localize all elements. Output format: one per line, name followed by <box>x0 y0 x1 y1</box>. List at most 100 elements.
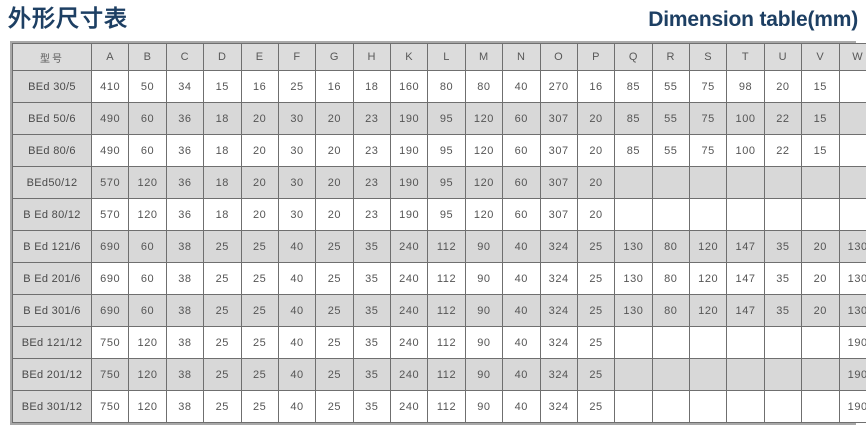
cell-e: 20 <box>240 102 279 135</box>
cell-model: BEd 30/5 <box>12 70 92 103</box>
cell-a: 410 <box>90 70 130 103</box>
cell-l: 112 <box>427 262 466 295</box>
cell-model: B Ed 80/12 <box>12 198 92 231</box>
cell-r <box>651 198 691 231</box>
cell-h: 35 <box>352 262 392 295</box>
cell-g: 25 <box>315 358 354 391</box>
table-row: B Ed 201/6 690 60 38 25 25 40 25 35 240 112 90 40 324… <box>12 262 866 295</box>
cell-l: 112 <box>427 294 466 327</box>
cell-r: 55 <box>651 102 691 135</box>
cell-r <box>651 390 691 423</box>
table-row: BEd50/12 570 120 36 18 20 30 20 23 190 95 120 60 307 2… <box>12 166 866 199</box>
cell-model: B Ed 301/6 <box>12 294 92 327</box>
cell-w: 190 <box>838 358 866 391</box>
cell-c: 38 <box>165 294 205 327</box>
cell-n: 60 <box>502 102 541 135</box>
cell-r: 55 <box>651 70 691 103</box>
cell-e: 25 <box>240 390 279 423</box>
cell-s: 120 <box>688 294 728 327</box>
cell-q: 85 <box>614 70 653 103</box>
cell-r <box>651 166 691 199</box>
cell-c: 38 <box>165 230 205 263</box>
cell-a: 570 <box>90 198 130 231</box>
cell-t: 147 <box>726 230 765 263</box>
cell-m: 120 <box>464 198 504 231</box>
column-header-m: M <box>464 43 504 71</box>
cell-g: 25 <box>315 262 354 295</box>
cell-h: 35 <box>352 326 392 359</box>
cell-b: 120 <box>128 198 167 231</box>
cell-o: 324 <box>539 294 578 327</box>
table-header: 型号 A B C D E F G H K L M N O P Q R S T U V W <box>12 43 866 71</box>
cell-u: 22 <box>763 134 803 167</box>
cell-f: 40 <box>277 390 317 423</box>
cell-c: 38 <box>165 262 205 295</box>
cell-c: 38 <box>165 390 205 423</box>
cell-k: 240 <box>389 262 429 295</box>
cell-p: 25 <box>576 326 616 359</box>
cell-v <box>801 390 840 423</box>
cell-model: BEd 50/6 <box>12 102 92 135</box>
cell-t: 100 <box>726 102 765 135</box>
table-row: BEd 201/12 750 120 38 25 25 40 25 35 240 112 90 40 32… <box>12 358 866 391</box>
column-header-w: W <box>838 43 866 71</box>
table-row: BEd 301/12 750 120 38 25 25 40 25 35 240 112 90 40 32… <box>12 390 866 423</box>
cell-w <box>838 102 866 135</box>
cell-w <box>838 134 866 167</box>
cell-t <box>726 358 765 391</box>
cell-n: 60 <box>502 166 541 199</box>
cell-e: 25 <box>240 326 279 359</box>
column-header-c: C <box>165 43 205 71</box>
cell-e: 25 <box>240 294 279 327</box>
cell-a: 690 <box>90 294 130 327</box>
cell-s: 120 <box>688 230 728 263</box>
cell-n: 40 <box>502 358 541 391</box>
cell-d: 15 <box>203 70 242 103</box>
cell-f: 30 <box>277 166 317 199</box>
cell-e: 25 <box>240 262 279 295</box>
cell-h: 23 <box>352 102 392 135</box>
cell-model: B Ed 121/6 <box>12 230 92 263</box>
cell-l: 95 <box>427 102 466 135</box>
column-header-k: K <box>389 43 429 71</box>
cell-t: 147 <box>726 294 765 327</box>
cell-u <box>763 326 803 359</box>
column-header-p: P <box>576 43 616 71</box>
cell-f: 40 <box>277 262 317 295</box>
table-row: BEd 80/6 490 60 36 18 20 30 20 23 190 95 120 60 307 20… <box>12 134 866 167</box>
column-header-t: T <box>726 43 765 71</box>
cell-h: 35 <box>352 390 392 423</box>
cell-t <box>726 326 765 359</box>
cell-s: 75 <box>688 70 728 103</box>
cell-o: 324 <box>539 262 578 295</box>
cell-k: 240 <box>389 230 429 263</box>
cell-c: 36 <box>165 198 205 231</box>
cell-q <box>614 198 653 231</box>
cell-k: 240 <box>389 294 429 327</box>
cell-s <box>688 358 728 391</box>
cell-b: 120 <box>128 390 167 423</box>
cell-c: 38 <box>165 326 205 359</box>
cell-m: 90 <box>464 358 504 391</box>
column-header-f: F <box>277 43 317 71</box>
column-header-h: H <box>352 43 392 71</box>
column-header-e: E <box>240 43 279 71</box>
cell-t: 100 <box>726 134 765 167</box>
cell-t: 147 <box>726 262 765 295</box>
cell-h: 23 <box>352 166 392 199</box>
cell-n: 40 <box>502 390 541 423</box>
cell-v <box>801 326 840 359</box>
cell-n: 40 <box>502 230 541 263</box>
cell-s <box>688 198 728 231</box>
cell-d: 25 <box>203 262 242 295</box>
cell-s <box>688 166 728 199</box>
cell-n: 40 <box>502 70 541 103</box>
column-header-l: L <box>427 43 466 71</box>
cell-m: 120 <box>464 102 504 135</box>
cell-m: 90 <box>464 230 504 263</box>
cell-u: 22 <box>763 102 803 135</box>
cell-v <box>801 166 840 199</box>
cell-v: 20 <box>801 230 840 263</box>
cell-g: 20 <box>315 198 354 231</box>
cell-e: 20 <box>240 134 279 167</box>
